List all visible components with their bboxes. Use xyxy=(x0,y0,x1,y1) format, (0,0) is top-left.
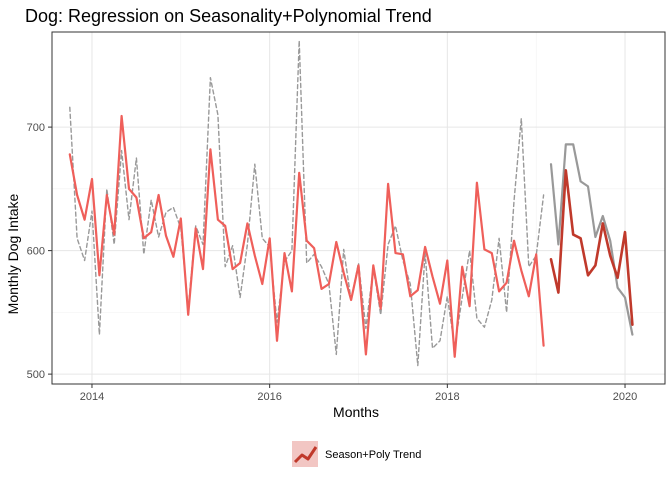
legend-label: Season+Poly Trend xyxy=(325,449,421,461)
axes: 2014 2016 2018 2020 500 600 700 xyxy=(27,122,638,403)
y-axis-title: Monthly Dog Intake xyxy=(5,193,21,314)
y-tick-label: 600 xyxy=(27,246,45,258)
forecast-line xyxy=(549,169,634,327)
legend-key xyxy=(292,441,318,467)
x-tick-label: 2014 xyxy=(80,391,104,403)
x-tick-label: 2018 xyxy=(435,391,459,403)
legend: Season+Poly Trend xyxy=(292,441,421,467)
x-tick-label: 2020 xyxy=(613,391,637,403)
y-tick-label: 700 xyxy=(27,122,45,134)
legend-key-line xyxy=(293,446,318,464)
panel-border xyxy=(51,31,666,385)
chart-title: Dog: Regression on Seasonality+Polynomia… xyxy=(25,6,432,26)
observed-test-line xyxy=(549,143,634,336)
y-tick-label: 500 xyxy=(27,369,45,381)
fitted-line xyxy=(68,114,545,358)
x-tick-label: 2016 xyxy=(257,391,281,403)
x-axis-title: Months xyxy=(333,404,379,420)
series-layer xyxy=(68,39,634,367)
grid xyxy=(52,32,665,384)
